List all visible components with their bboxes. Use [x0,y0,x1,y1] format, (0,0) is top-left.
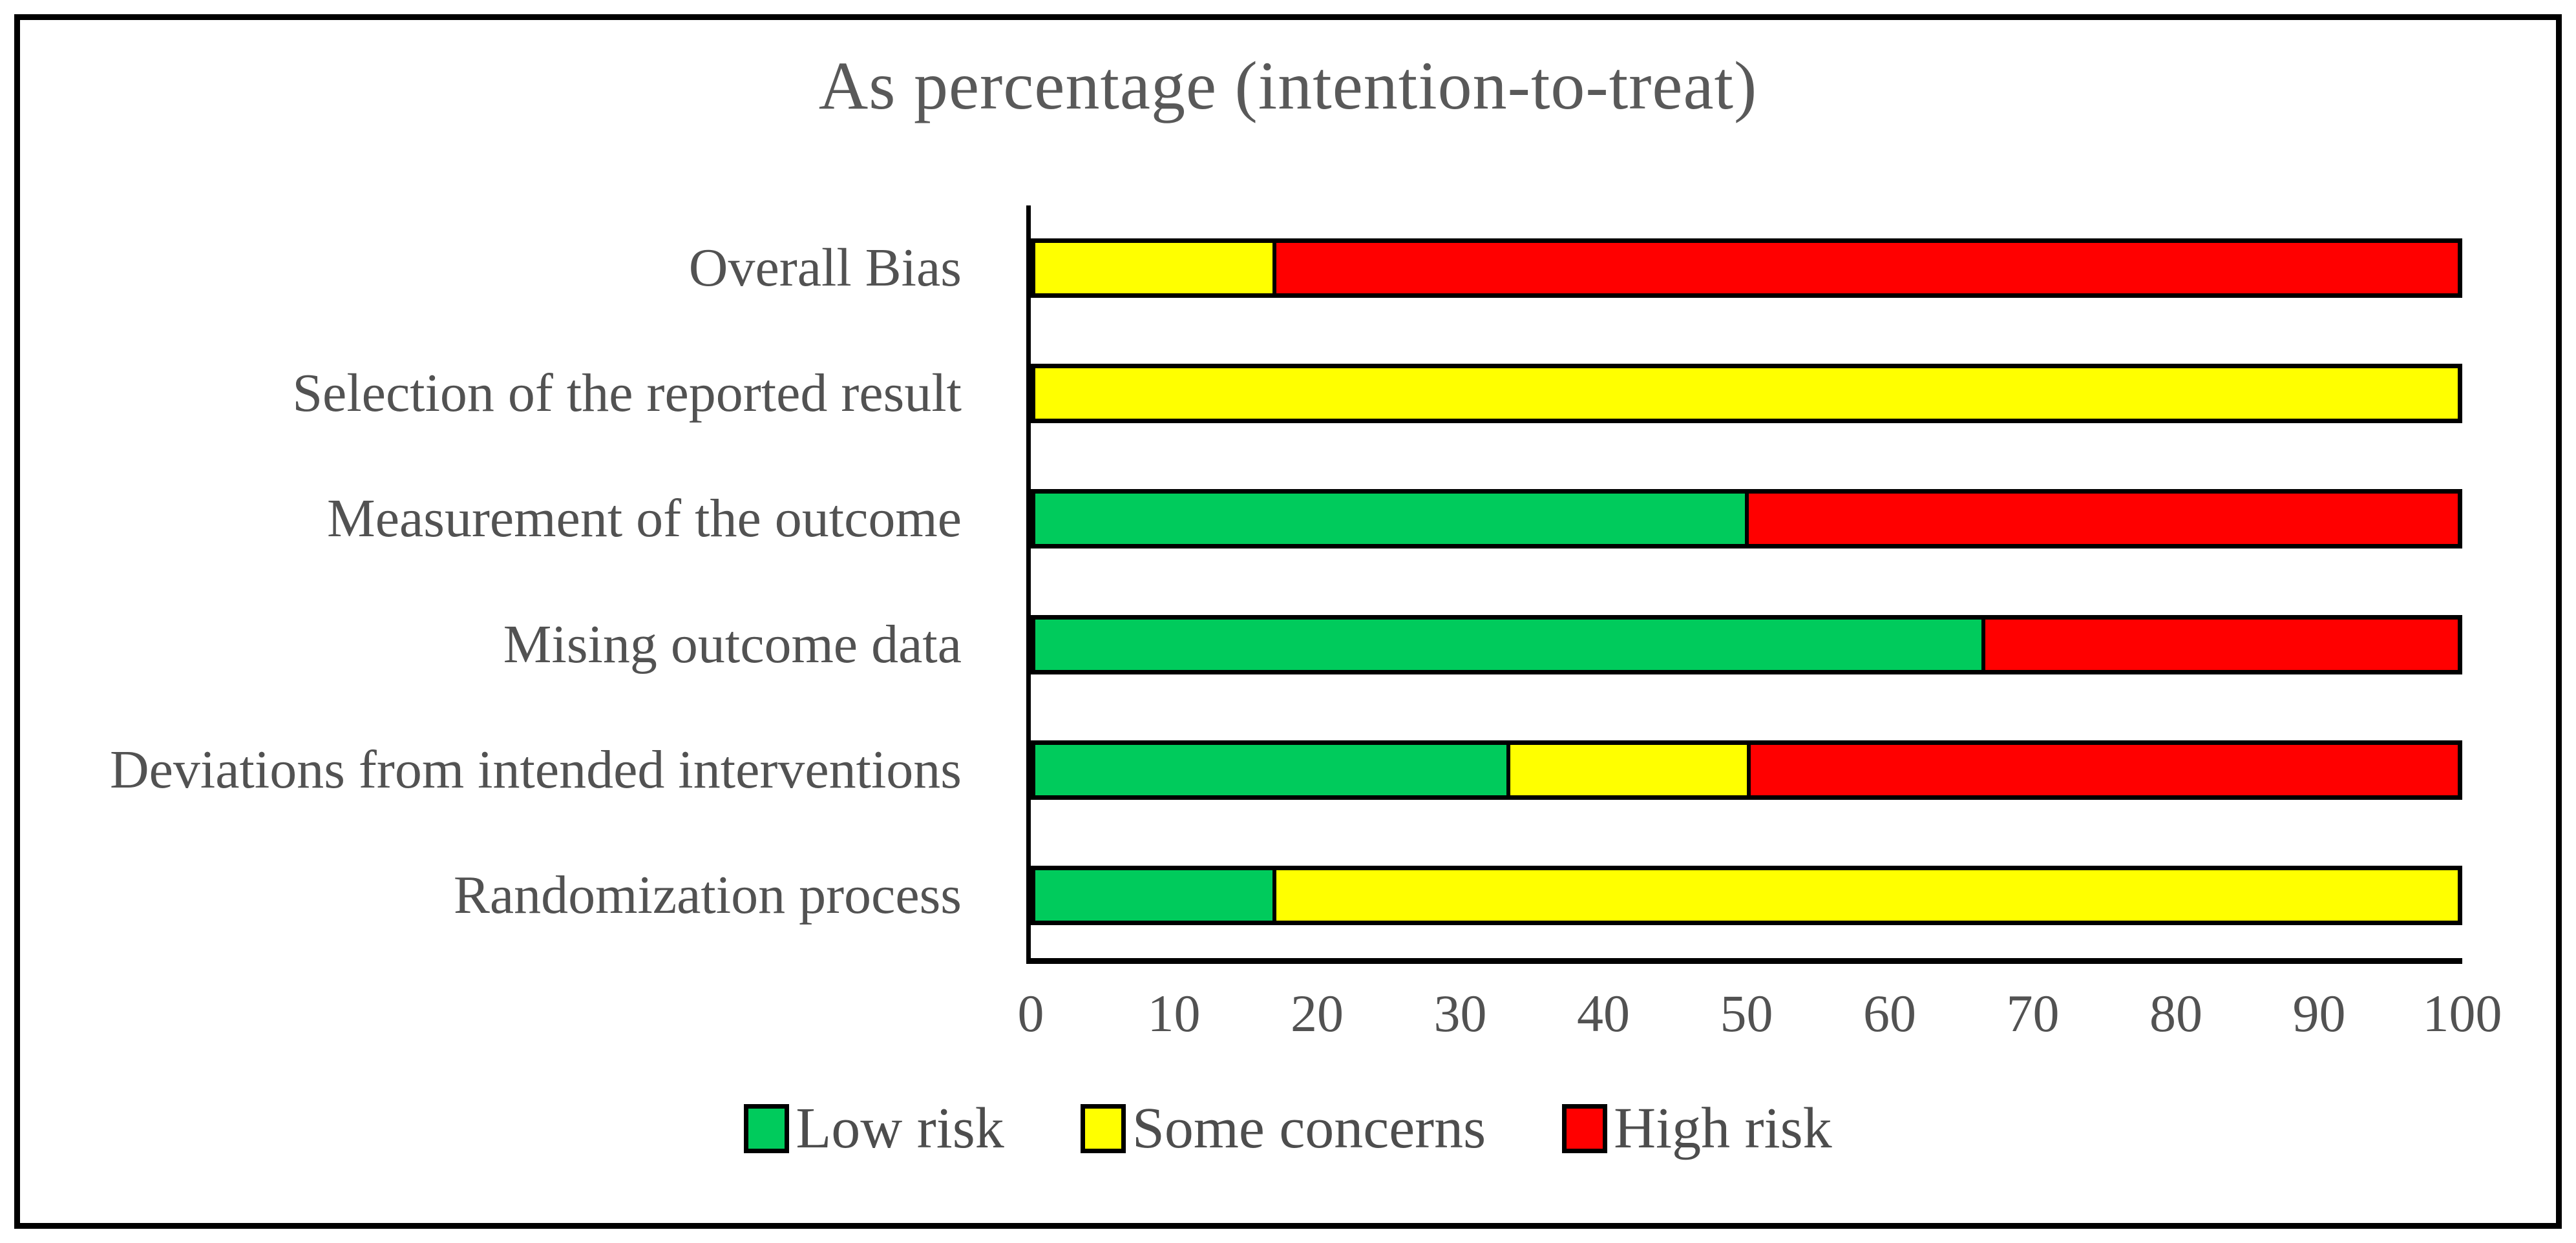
category-label-mising-outcome-data: Mising outcome data [503,614,962,674]
bar-band [1031,205,2462,331]
label-band: Measurement of the outcome [0,456,995,581]
bar-segment-some-concerns [1035,243,1272,294]
stacked-bar-mising-outcome-data [1031,614,2462,674]
bar-band [1031,456,2462,581]
x-tick-label-50: 50 [1720,984,1773,1043]
bar-segment-some-concerns [1272,870,2458,921]
legend-swatch-high-risk [1562,1104,1608,1153]
legend-label-some-concerns: Some concerns [1132,1096,1486,1160]
x-tick-label-20: 20 [1291,984,1344,1043]
legend-item-some-concerns: Some concerns [1080,1096,1486,1160]
label-band: Deviations from intended interventions [0,707,995,833]
x-tick-label-10: 10 [1147,984,1201,1043]
bar-segment-high-risk [1981,619,2458,670]
bar-segment-low-risk [1035,494,1745,545]
y-axis-line [1026,205,1031,964]
legend-swatch-some-concerns [1080,1104,1126,1153]
x-tick-label-0: 0 [1017,984,1044,1043]
x-tick-label-40: 40 [1577,984,1630,1043]
stacked-bar-measurement-of-the-outcome [1031,489,2462,549]
label-band: Selection of the reported result [0,331,995,456]
category-label-overall-bias: Overall Bias [688,238,962,298]
bar-segment-high-risk [1744,494,2458,545]
category-label-selection-of-the-reported-result: Selection of the reported result [292,363,962,424]
legend-item-low-risk: Low risk [744,1100,1004,1158]
chart-title: As percentage (intention-to-treat) [818,48,1758,123]
category-label-randomization-process: Randomization process [453,864,962,925]
x-tick-label-100: 100 [2422,984,2502,1043]
x-axis-line [1026,958,2462,964]
plot-area [1026,205,2462,964]
bar-band [1031,833,2462,958]
category-label-measurement-of-the-outcome: Measurement of the outcome [327,488,962,549]
bar-segment-low-risk [1035,870,1272,921]
bar-band [1031,331,2462,456]
bar-segment-high-risk [1272,243,2458,294]
legend: Low risk Some concerns High risk [0,1100,2576,1158]
bar-segment-some-concerns [1035,368,2458,419]
stacked-bar-selection-of-the-reported-result [1031,364,2462,424]
category-label-deviations-from-intended-interventions: Deviations from intended interventions [109,739,962,800]
label-band: Randomization process [0,833,995,958]
label-band: Mising outcome data [0,582,995,707]
bar-segment-high-risk [1746,744,2458,795]
bar-segment-low-risk [1035,619,1982,670]
stacked-bar-overall-bias [1031,238,2462,298]
bars-container [1031,205,2462,958]
legend-label-low-risk: Low risk [796,1096,1004,1160]
bar-band [1031,707,2462,833]
legend-item-high-risk: High risk [1562,1100,1832,1158]
legend-swatch-low-risk [744,1104,790,1153]
x-tick-label-30: 30 [1433,984,1487,1043]
category-labels: Overall Bias Selection of the reported re… [0,205,995,958]
x-tick-label-90: 90 [2292,984,2346,1043]
stacked-bar-randomization-process [1031,865,2462,925]
x-tick-label-80: 80 [2149,984,2202,1043]
label-band: Overall Bias [0,205,995,331]
x-axis-ticks: 0 10 20 30 40 50 60 70 80 90 100 [1018,984,2502,1045]
x-tick-label-60: 60 [1863,984,1916,1043]
bar-segment-low-risk [1035,744,1506,795]
stacked-bar-deviations-from-intended-interventions [1031,740,2462,800]
bar-band [1031,582,2462,707]
x-tick-label-70: 70 [2006,984,2060,1043]
legend-label-high-risk: High risk [1614,1096,1832,1160]
bar-segment-some-concerns [1506,744,1747,795]
